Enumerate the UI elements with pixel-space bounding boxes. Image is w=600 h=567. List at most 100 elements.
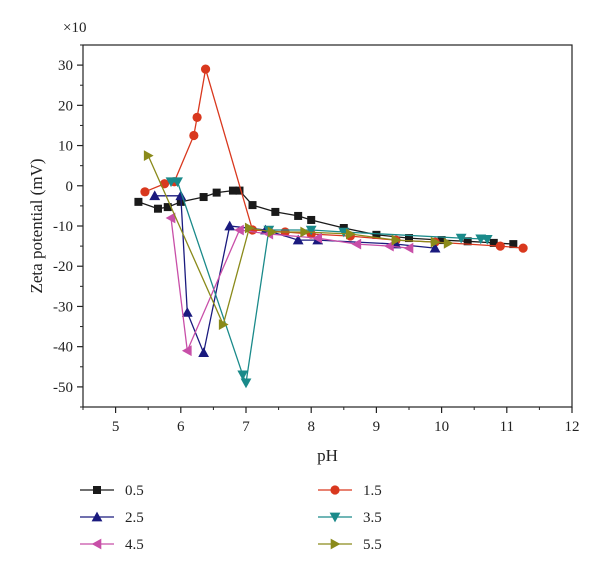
legend-label: 2.5: [125, 510, 144, 526]
data-point: [351, 238, 362, 250]
data-point: [199, 193, 208, 202]
x-tick-label: 7: [242, 419, 250, 435]
legend-item: 3.5: [318, 510, 382, 526]
data-point: [443, 237, 454, 249]
y-tick-label: -50: [53, 380, 73, 396]
x-axis-title: pH: [317, 446, 338, 465]
data-point: [518, 243, 528, 253]
data-point: [271, 207, 280, 216]
data-point: [372, 230, 381, 239]
x-tick-label: 5: [112, 419, 120, 435]
data-point: [163, 203, 172, 212]
legend: 0.5 1.5 2.5 3.5 4.5 5.5: [80, 483, 382, 553]
data-point: [237, 370, 249, 381]
y-tick-label: 0: [66, 179, 74, 195]
legend-marker: [93, 486, 101, 494]
data-point: [429, 242, 441, 253]
data-point: [189, 130, 199, 141]
data-point: [307, 215, 316, 224]
series-1.5: [140, 64, 528, 253]
y-tick-label: -10: [53, 219, 73, 235]
x-tick-label: 9: [373, 419, 381, 435]
series-5.5: [143, 150, 454, 330]
x-tick-label: 12: [565, 419, 580, 435]
data-point: [240, 378, 252, 389]
data-point: [235, 186, 244, 195]
data-point: [437, 236, 446, 245]
data-point: [181, 307, 193, 317]
legend-marker: [329, 512, 341, 523]
y-tick-label: 10: [58, 139, 73, 155]
legend-marker: [330, 538, 341, 550]
data-point: [224, 220, 236, 231]
legend-item: 5.5: [318, 537, 382, 553]
legend-marker: [330, 485, 340, 495]
data-point: [192, 112, 202, 122]
data-point: [153, 204, 162, 213]
legend-label: 1.5: [363, 483, 382, 499]
legend-marker: [91, 538, 102, 550]
data-point: [405, 234, 413, 243]
y-tick-label: -40: [53, 340, 73, 356]
data-point: [143, 150, 154, 162]
y-tick-label: 20: [58, 98, 73, 114]
data-point: [140, 187, 150, 197]
x-tick-label: 10: [434, 419, 449, 435]
axes: 5 6 7 8 9 10 11 12 30 20 10 0 -10 -20 -30 -40 -50: [53, 44, 580, 435]
data-point: [455, 233, 467, 244]
y-axis-multiplier-label: ×10: [63, 20, 86, 36]
y-axis-title: Zeta potential (mV): [27, 158, 46, 293]
y-tick-label: -30: [53, 299, 73, 315]
legend-item: 2.5: [80, 510, 144, 526]
series-line: [170, 217, 410, 354]
data-point: [305, 225, 317, 236]
legend-label: 0.5: [125, 483, 144, 499]
y-tick-label: -20: [53, 259, 73, 275]
x-tick-label: 8: [307, 419, 315, 435]
data-point: [312, 232, 323, 244]
data-point: [234, 224, 244, 236]
x-tick-label: 11: [500, 419, 514, 435]
data-point: [181, 345, 192, 357]
series-line: [144, 68, 524, 249]
legend-label: 3.5: [363, 510, 382, 526]
data-point: [294, 211, 303, 220]
data-point: [391, 234, 402, 246]
x-tick-label: 6: [177, 419, 185, 435]
data-point: [346, 228, 356, 240]
series-line: [171, 181, 488, 386]
legend-label: 4.5: [125, 537, 144, 553]
data-point: [384, 240, 394, 252]
data-point: [463, 237, 472, 246]
data-point: [403, 242, 414, 254]
legend-marker: [91, 511, 103, 522]
data-point: [228, 186, 237, 195]
data-point: [292, 234, 304, 245]
legend-item: 0.5: [80, 483, 144, 499]
data-point: [267, 226, 278, 238]
data-point: [495, 241, 505, 251]
data-point: [481, 234, 493, 245]
legend-item: 4.5: [80, 537, 144, 553]
data-point: [212, 188, 221, 197]
data-point: [198, 347, 210, 358]
data-point: [200, 64, 211, 74]
data-point: [149, 190, 161, 201]
data-point: [165, 212, 176, 224]
data-point: [218, 319, 229, 330]
data-point: [489, 238, 498, 247]
legend-item: 1.5: [318, 483, 382, 499]
legend-label: 5.5: [363, 537, 382, 553]
data-point: [300, 226, 311, 238]
data-point: [430, 236, 441, 248]
data-point: [134, 197, 143, 206]
series-3.5: [165, 177, 493, 389]
data-point: [244, 222, 255, 234]
data-point: [509, 240, 518, 249]
y-tick-label: 30: [58, 58, 73, 74]
plot-frame: [82, 44, 573, 408]
plot-area: [134, 64, 528, 389]
data-point: [248, 201, 257, 210]
data-point: [172, 177, 183, 188]
